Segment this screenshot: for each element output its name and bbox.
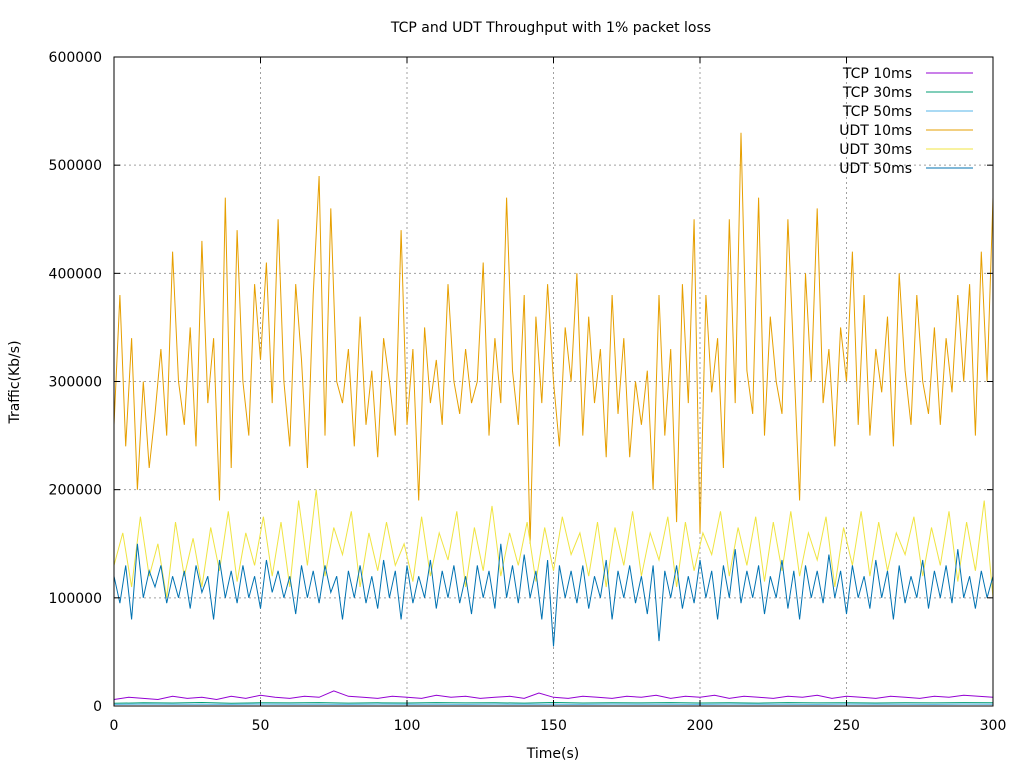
y-tick-label: 600000 xyxy=(49,50,102,66)
y-tick-label: 300000 xyxy=(49,375,102,391)
x-axis-label: Time(s) xyxy=(526,746,579,762)
series-line-udt-50ms xyxy=(113,543,994,647)
legend-label-udt-10ms: UDT 10ms xyxy=(839,123,912,139)
series-line-udt-30ms xyxy=(113,489,994,598)
x-tick-label: 200 xyxy=(687,718,714,734)
y-tick-label: 400000 xyxy=(49,266,102,282)
grid-layer xyxy=(114,57,993,706)
x-tick-label: 150 xyxy=(540,718,567,734)
legend-label-tcp-50ms: TCP 50ms xyxy=(842,104,912,120)
y-axis-label: Traffic(Kb/s) xyxy=(7,340,23,424)
x-tick-label: 0 xyxy=(110,718,119,734)
series-line-tcp-10ms xyxy=(113,690,994,701)
x-tick-label: 300 xyxy=(980,718,1007,734)
legend: TCP 10ms TCP 30ms TCP 50ms UDT 10ms UDT 30ms… xyxy=(839,66,973,177)
legend-label-udt-50ms: UDT 50ms xyxy=(839,161,912,177)
chart-title: TCP and UDT Throughput with 1% packet lo… xyxy=(390,20,711,36)
legend-label-udt-30ms: UDT 30ms xyxy=(839,142,912,158)
x-tick-label: 50 xyxy=(252,718,270,734)
series-line-udt-10ms xyxy=(113,132,994,544)
y-tick-label: 200000 xyxy=(49,483,102,499)
y-tick-label: 100000 xyxy=(49,591,102,607)
legend-label-tcp-10ms: TCP 10ms xyxy=(842,66,912,82)
legend-label-tcp-30ms: TCP 30ms xyxy=(842,85,912,101)
y-tick-label: 0 xyxy=(93,699,102,715)
y-tick-label: 500000 xyxy=(49,158,102,174)
x-tick-label: 250 xyxy=(833,718,860,734)
x-tick-label: 100 xyxy=(394,718,421,734)
tick-layer: 0 50 100 150 200 250 300 0 100000 200000 300000 400… xyxy=(49,50,1007,734)
